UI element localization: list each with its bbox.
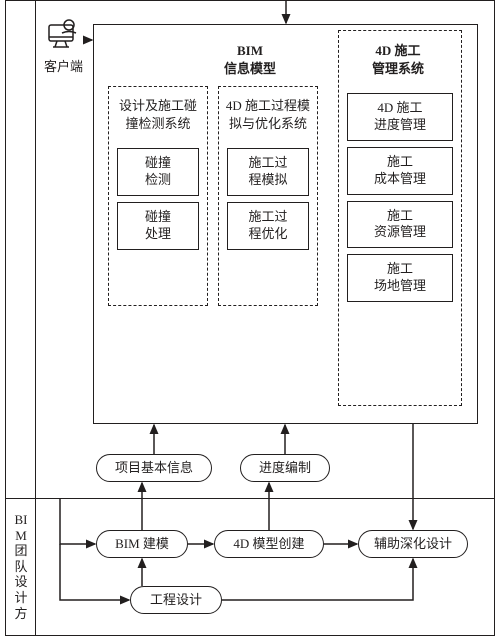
col1-item-1: 碰撞 处理 [117,202,199,250]
pill-eng-design: 工程设计 [130,586,222,614]
pill-assist-design: 辅助深化设计 [358,530,468,558]
client-label: 客户端 [44,56,83,75]
col3-item-1: 施工 成本管理 [347,147,453,195]
title-bim-model: BIM 信息模型 [190,34,310,83]
col2-box: 4D 施工过程模拟与优化系统 施工过 程模拟 施工过 程优化 [218,86,318,306]
bim-team-label: BI M 团 队 设 计 方 [12,512,30,621]
left-strip-sep [35,0,36,636]
pill-model-4d: 4D 模型创建 [214,530,324,558]
pill-schedule: 进度编制 [240,454,330,482]
col3-item-2: 施工 资源管理 [347,201,453,249]
col3-box: 4D 施工 进度管理 施工 成本管理 施工 资源管理 施工 场地管理 [338,30,462,406]
col1-item-0: 碰撞 检测 [117,148,199,196]
col1-box: 设计及施工碰撞检测系统 碰撞 检测 碰撞 处理 [108,86,208,306]
col2-item-1: 施工过 程优化 [227,202,309,250]
col3-item-3: 施工 场地管理 [347,254,453,302]
pill-project-info: 项目基本信息 [96,454,212,482]
col2-title: 4D 施工过程模拟与优化系统 [219,87,317,142]
col2-item-0: 施工过 程模拟 [227,148,309,196]
pill-bim-model: BIM 建模 [96,530,188,558]
col3-item-0: 4D 施工 进度管理 [347,93,453,141]
client-icon [45,15,81,55]
col1-title: 设计及施工碰撞检测系统 [109,87,207,142]
section-sep [5,498,495,499]
